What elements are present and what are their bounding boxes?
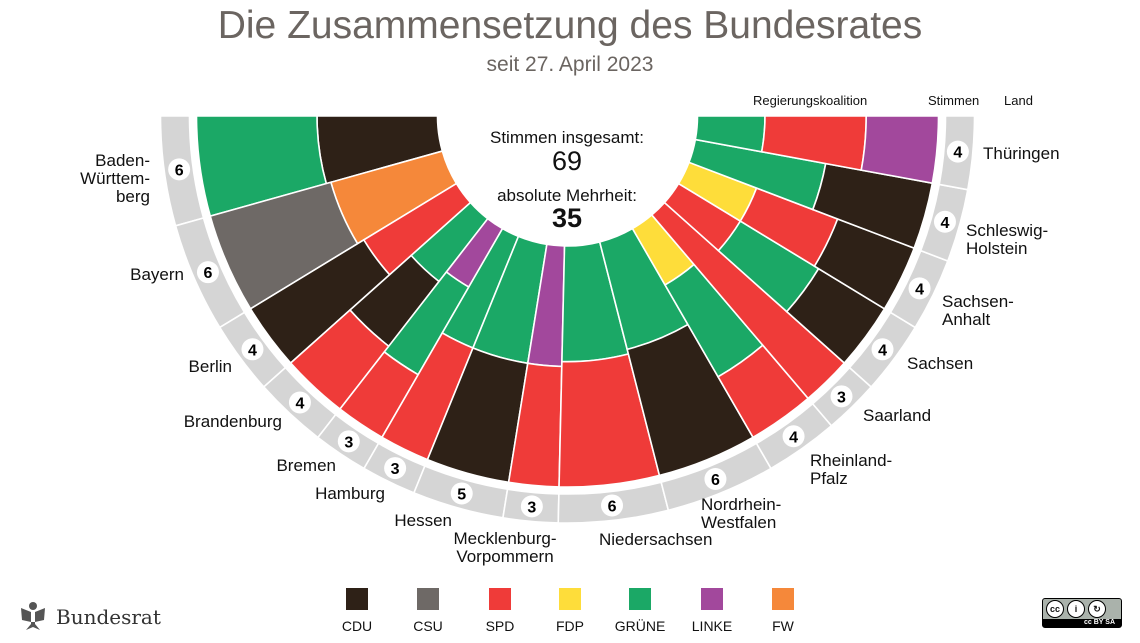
votes-badge	[830, 385, 853, 408]
state-label: Saarland	[863, 406, 932, 425]
legend-swatch	[559, 588, 581, 610]
majority-label: absolute Mehrheit:	[497, 186, 637, 205]
votes-count: 6	[608, 498, 617, 515]
legend-swatch	[346, 588, 368, 610]
legend-label: CSU	[413, 618, 443, 634]
legend-item-fw: FW	[753, 588, 813, 634]
legend-item-cdu: CDU	[327, 588, 387, 634]
majority-value: 35	[551, 203, 583, 233]
cc-icon: cc	[1046, 600, 1064, 618]
total-votes-label: Stimmen insgesamt:	[490, 128, 644, 147]
votes-badge	[168, 158, 191, 181]
legend-label: FDP	[556, 618, 584, 634]
votes-badge	[520, 495, 543, 518]
header-state: Land	[1004, 93, 1033, 108]
votes-count: 6	[175, 162, 184, 179]
state-label: Rheinland- Pfalz	[810, 451, 893, 488]
by-icon: i	[1067, 600, 1085, 618]
sa-icon: ↻	[1088, 600, 1106, 618]
state-label: Bremen	[276, 456, 336, 475]
votes-badge	[241, 338, 264, 361]
state-label: Sachsen- Anhalt	[942, 292, 1014, 329]
state-label: Mecklenburg- Vorpommern	[453, 529, 557, 566]
total-votes-value: 69	[551, 146, 583, 176]
votes-badge	[196, 261, 219, 284]
logo-text: Bundesrat	[56, 605, 161, 629]
votes-count: 4	[878, 342, 887, 359]
legend-swatch	[772, 588, 794, 610]
state-label: Brandenburg	[183, 412, 282, 431]
legend-item-grüne: GRÜNE	[610, 588, 670, 634]
state-label: Nordrhein- Westfalen	[701, 495, 782, 532]
state-label: Berlin	[188, 357, 232, 376]
legend-label: GRÜNE	[614, 618, 666, 634]
votes-count: 3	[837, 389, 846, 406]
votes-badge	[601, 494, 624, 517]
legend-label: SPD	[485, 618, 515, 634]
legend-item-fdp: FDP	[540, 588, 600, 634]
legend-label: FW	[772, 618, 794, 634]
votes-count: 6	[711, 472, 720, 489]
votes-count: 3	[527, 499, 536, 516]
legend-swatch	[701, 588, 723, 610]
votes-badge	[450, 482, 473, 505]
legend-label: LINKE	[691, 618, 733, 634]
license-text: cc BY SA	[1043, 619, 1121, 627]
legend-swatch	[417, 588, 439, 610]
votes-count: 4	[295, 395, 304, 412]
legend-item-spd: SPD	[470, 588, 530, 634]
cc-license-badge[interactable]: cc i ↻ cc BY SA	[1042, 598, 1122, 628]
votes-count: 4	[953, 145, 962, 162]
votes-badge	[908, 277, 931, 300]
votes-badge	[946, 140, 969, 163]
votes-count: 5	[457, 486, 466, 503]
header-votes: Stimmen	[928, 93, 980, 108]
eagle-icon	[21, 602, 45, 630]
votes-badge	[384, 457, 407, 480]
legend-label: CDU	[341, 618, 373, 634]
legend-item-linke: LINKE	[682, 588, 742, 634]
votes-count: 3	[344, 434, 353, 451]
state-label: Thüringen	[983, 144, 1060, 163]
state-label: Hessen	[394, 511, 452, 530]
header-coalition: Regierungskoalition	[753, 93, 868, 108]
state-label: Baden- Württem- berg	[80, 151, 150, 206]
votes-count: 6	[204, 265, 213, 282]
legend-swatch	[489, 588, 511, 610]
state-label: Bayern	[130, 265, 184, 284]
bundesrat-logo: Bundesrat	[18, 600, 161, 634]
votes-badge	[933, 210, 956, 233]
state-label: Hamburg	[315, 484, 385, 503]
segment-linke	[860, 115, 940, 185]
page-subtitle: seit 27. April 2023	[486, 53, 654, 76]
state-label: Schleswig- Holstein	[966, 221, 1049, 258]
votes-count: 4	[248, 342, 257, 359]
votes-count: 4	[789, 429, 798, 446]
votes-badge	[871, 338, 894, 361]
votes-badge	[288, 391, 311, 414]
legend-item-csu: CSU	[398, 588, 458, 634]
votes-count: 4	[941, 215, 950, 232]
votes-count: 3	[391, 461, 400, 478]
page-title: Die Zusammensetzung des Bundesrates	[217, 4, 923, 47]
votes-badge	[782, 425, 805, 448]
votes-count: 4	[915, 281, 924, 298]
votes-badge	[704, 468, 727, 491]
state-label: Niedersachsen	[599, 530, 713, 549]
state-label: Sachsen	[907, 354, 974, 373]
legend-swatch	[629, 588, 651, 610]
votes-badge	[337, 430, 360, 453]
